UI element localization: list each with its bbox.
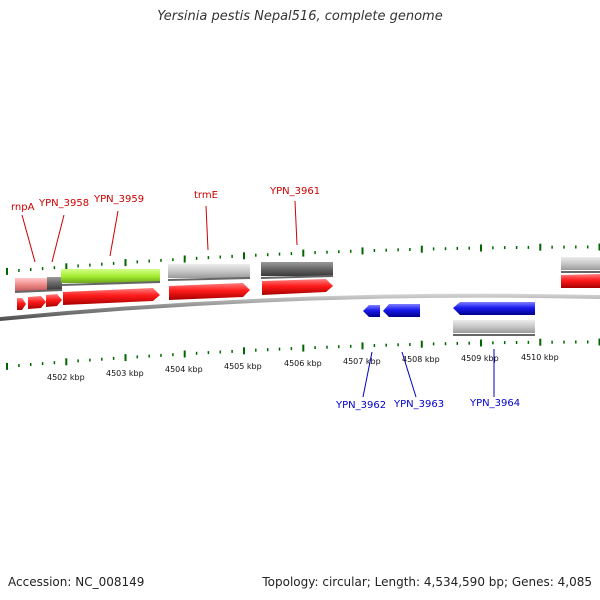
gene-label-YPN_3963[interactable]: YPN_3963: [393, 399, 444, 410]
accession-text: Accession: NC_008149: [8, 575, 145, 589]
forward-gene-arrow[interactable]: [17, 298, 26, 310]
scale-label: 4509 kbp: [461, 354, 499, 363]
scale-labels: 4502 kbp 4503 kbp 4504 kbp 4505 kbp 4506…: [47, 353, 559, 382]
reverse-label-connectors: [362, 349, 495, 398]
cds-feature-block[interactable]: [261, 262, 333, 276]
reverse-gene-labels: YPN_3962 YPN_3963 YPN_3964: [335, 398, 520, 411]
cds-feature-track: [14, 257, 600, 293]
reverse-gene-arrow[interactable]: [453, 302, 535, 315]
gene-label-YPN_3964[interactable]: YPN_3964: [469, 398, 520, 409]
scale-label: 4508 kbp: [402, 355, 440, 364]
forward-gene-arrow[interactable]: [262, 279, 333, 295]
rna-feature-block[interactable]: [15, 278, 49, 291]
forward-gene-arrow[interactable]: [561, 274, 600, 288]
scale-label: 4506 kbp: [284, 359, 322, 368]
reverse-gene-arrow[interactable]: [363, 305, 380, 317]
cds-feature-block[interactable]: [47, 277, 62, 290]
forward-gene-arrow[interactable]: [63, 288, 160, 305]
gene-label-trmE[interactable]: trmE: [194, 190, 218, 201]
scale-label: 4505 kbp: [224, 362, 262, 371]
reverse-gene-arrow[interactable]: [383, 304, 420, 317]
forward-gene-labels: rnpA YPN_3958 YPN_3959 trmE YPN_3961: [11, 186, 320, 213]
forward-gene-arrow[interactable]: [46, 294, 62, 307]
gene-label-YPN_3959[interactable]: YPN_3959: [93, 194, 144, 205]
gene-label-rnpA[interactable]: rnpA: [11, 202, 35, 213]
scale-label: 4507 kbp: [343, 357, 381, 366]
scale-label: 4502 kbp: [47, 373, 85, 382]
forward-gene-arrow[interactable]: [169, 283, 250, 300]
gene-label-YPN_3961[interactable]: YPN_3961: [269, 186, 320, 197]
reverse-gene-track: [363, 302, 535, 336]
cds-feature-block[interactable]: [561, 257, 600, 270]
gene-label-YPN_3962[interactable]: YPN_3962: [335, 400, 386, 411]
gene-label-YPN_3958[interactable]: YPN_3958: [38, 198, 89, 209]
forward-gene-track: [17, 274, 600, 310]
genome-stats-text: Topology: circular; Length: 4,534,590 bp…: [262, 575, 592, 589]
cds-feature-block[interactable]: [453, 320, 535, 333]
upper-tick-band: [6, 243, 600, 275]
forward-gene-arrow[interactable]: [28, 296, 46, 309]
genome-backbone: [0, 293, 600, 321]
scale-label: 4503 kbp: [106, 369, 144, 378]
scale-label: 4510 kbp: [521, 353, 559, 362]
scale-label: 4504 kbp: [165, 365, 203, 374]
cds-feature-block[interactable]: [168, 264, 250, 278]
genome-title: Yersinia pestis Nepal516, complete genom…: [157, 9, 443, 24]
forward-label-connectors: [21, 200, 298, 263]
cds-feature-block[interactable]: [61, 269, 160, 283]
